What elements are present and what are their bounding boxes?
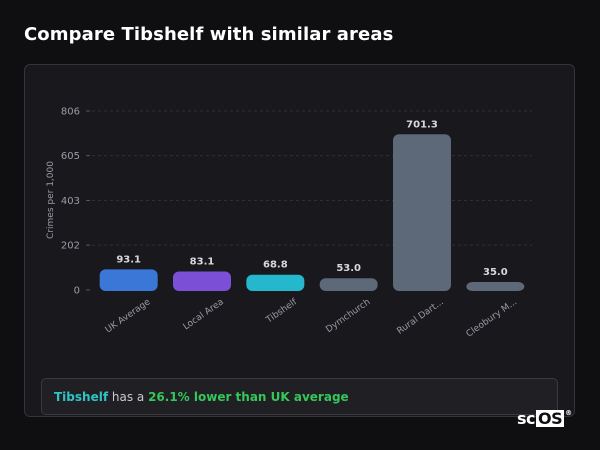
y-tick-label: 806 bbox=[61, 107, 80, 118]
value-label: 68.8 bbox=[263, 260, 288, 271]
value-label: 701.3 bbox=[406, 119, 438, 130]
category-label: Cleobury M... bbox=[465, 297, 519, 339]
value-label: 35.0 bbox=[483, 267, 508, 278]
chart-card bbox=[24, 64, 575, 417]
bar-uk-average[interactable] bbox=[99, 269, 158, 291]
value-label: 83.1 bbox=[190, 257, 215, 268]
scos-logo: sc OS ® bbox=[517, 409, 572, 428]
y-tick-label: 0 bbox=[74, 286, 80, 297]
value-label: 93.1 bbox=[116, 254, 141, 265]
y-tick-label: 403 bbox=[61, 196, 80, 207]
value-label: 53.0 bbox=[336, 263, 361, 274]
grid-layer bbox=[86, 110, 532, 291]
bar-dymchurch[interactable] bbox=[319, 278, 378, 291]
category-label: UK Average bbox=[104, 297, 153, 335]
bar-cleobury-m[interactable] bbox=[466, 282, 525, 291]
bar-rural-dart[interactable] bbox=[393, 134, 451, 291]
category-label: Local Area bbox=[182, 297, 226, 332]
summary-comparison: 26.1% lower than UK average bbox=[148, 389, 349, 404]
y-tick-label: 605 bbox=[61, 151, 80, 162]
y-tick-label: 202 bbox=[61, 241, 80, 252]
comparison-summary: Tibshelf has a 26.1% lower than UK avera… bbox=[41, 378, 558, 415]
category-label: Tibshelf bbox=[264, 297, 300, 326]
summary-text: has a bbox=[108, 389, 149, 404]
category-label: Rural Dart... bbox=[395, 297, 445, 336]
summary-area-name: Tibshelf bbox=[54, 389, 109, 404]
bar-layer bbox=[99, 134, 525, 291]
bar-tibshelf[interactable] bbox=[246, 274, 305, 291]
category-label: Dymchurch bbox=[324, 297, 372, 335]
bar-local-area[interactable] bbox=[173, 271, 231, 291]
y-axis-label: Crimes per 1,000 bbox=[46, 161, 56, 239]
page-title: Compare Tibshelf with similar areas bbox=[24, 24, 394, 45]
